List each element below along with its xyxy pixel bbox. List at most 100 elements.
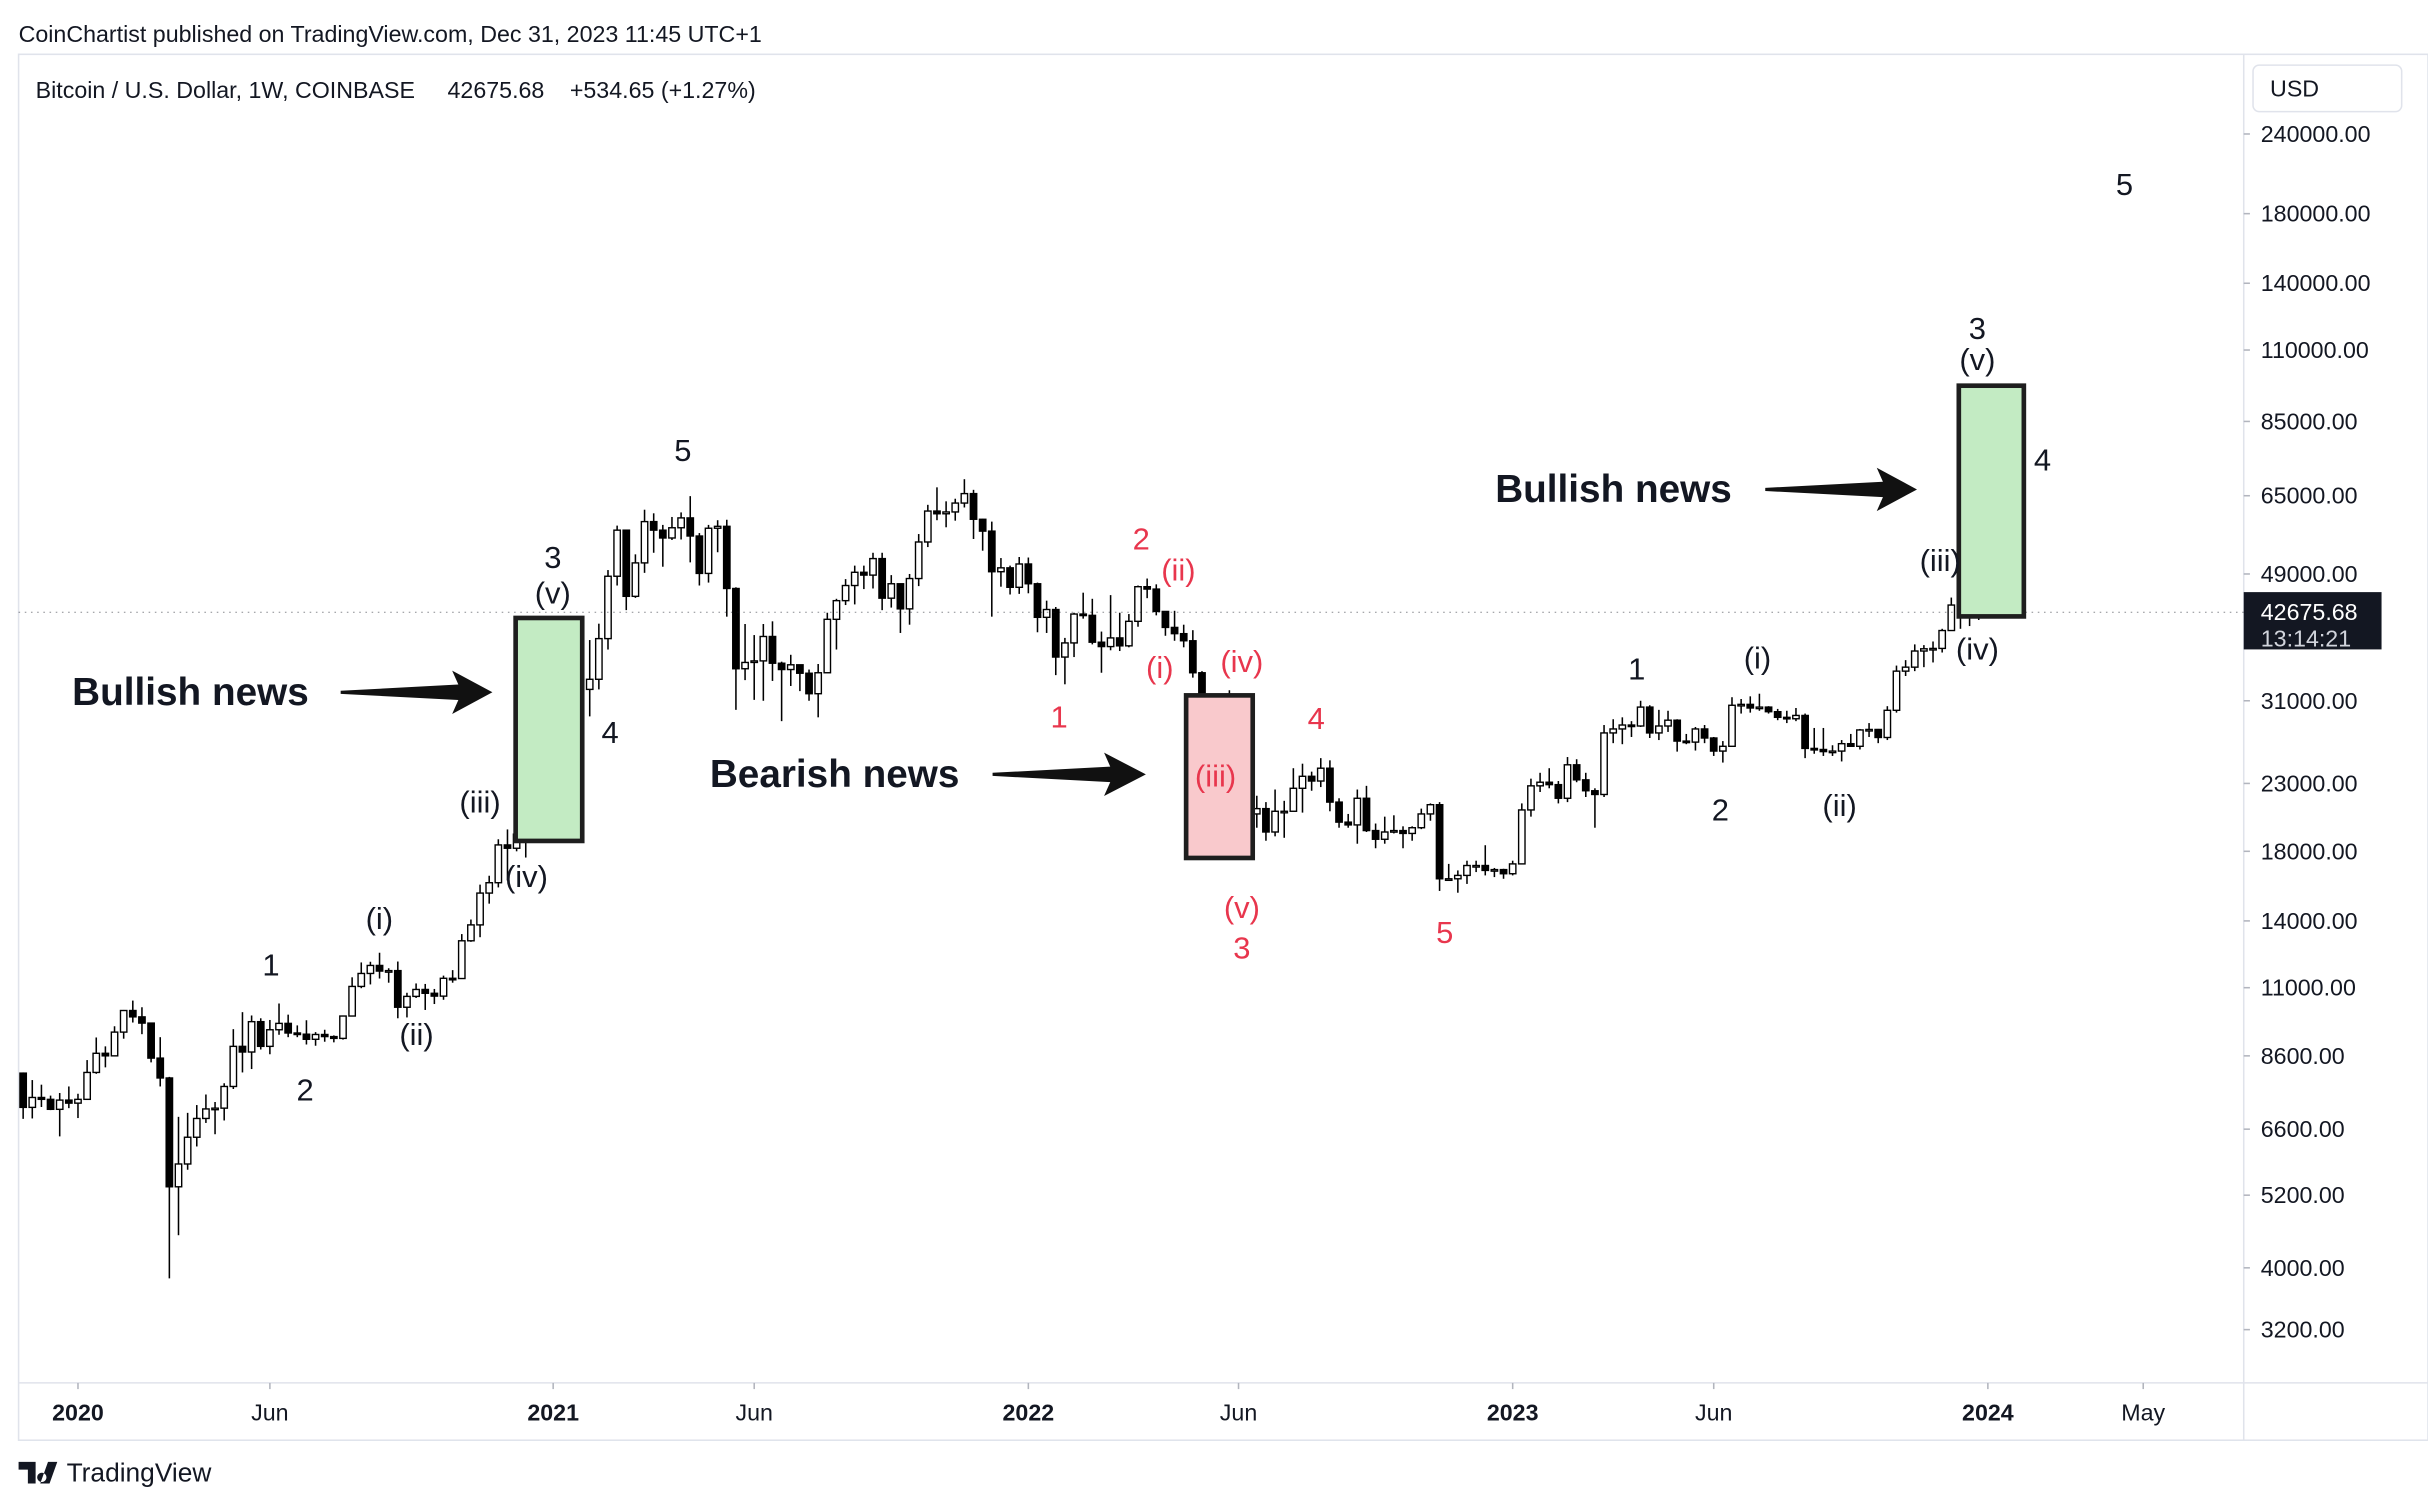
candle-body (1161, 610, 1170, 629)
candle-body (192, 1117, 201, 1138)
candle-body (1051, 608, 1060, 658)
wave-label: (i) (1744, 641, 1772, 676)
candle-body (1892, 670, 1901, 712)
wave-label: (iii) (459, 785, 500, 820)
candle-body (741, 661, 749, 670)
candle-body (1773, 711, 1782, 719)
candle-body (1006, 567, 1014, 588)
currency[interactable]: USD (2270, 75, 2319, 101)
candle-body (1472, 864, 1481, 868)
candle-body (366, 964, 375, 975)
candle-body (1444, 878, 1453, 882)
brand[interactable]: TradingView (67, 1458, 213, 1488)
logo-mark[interactable] (18, 1461, 58, 1484)
y-tick-label: 3200.00 (2261, 1317, 2345, 1343)
candle-body (393, 969, 402, 1008)
y-tick-label: 5200.00 (2261, 1182, 2345, 1208)
candle-body (110, 1031, 119, 1057)
candle-body (1591, 790, 1599, 796)
candle-body (1782, 716, 1791, 720)
candle-body (713, 525, 722, 529)
wave-label: 4 (2034, 443, 2051, 478)
candle-body (128, 1009, 137, 1018)
candle-body (64, 1099, 73, 1104)
candle-body (732, 587, 740, 670)
wave-label: 5 (2116, 167, 2133, 202)
candle-body (1070, 613, 1078, 644)
candle-body (1170, 626, 1179, 635)
candle-body (1645, 706, 1654, 734)
symbol-title: Bitcoin / U.S. Dollar, 1W, COINBASE (36, 77, 415, 103)
arrow (992, 752, 1146, 797)
candle-body (1508, 863, 1517, 875)
candle-body (1106, 637, 1115, 648)
candle-body (960, 492, 969, 504)
x-tick-label: 2024 (1962, 1399, 2014, 1425)
candle-body (1545, 781, 1554, 786)
candle-body (1435, 803, 1444, 880)
candle-body (1636, 706, 1645, 727)
candle-body (1600, 732, 1608, 796)
candle-body (1079, 613, 1088, 617)
candle-body (384, 969, 393, 973)
candle-body (923, 510, 932, 543)
candle-body (1353, 797, 1362, 826)
candle-body (1883, 709, 1892, 739)
candle-body (869, 557, 877, 576)
price-axis: 240000.00 180000.00 140000.00 110000.00 8500… (2243, 121, 2371, 1343)
candle-body (969, 492, 978, 520)
wave-label: (iii) (1195, 758, 1236, 793)
candle-body (1627, 724, 1636, 728)
wave-label: 5 (1436, 915, 1453, 950)
candle-body (1316, 767, 1325, 782)
candle-body (37, 1096, 46, 1101)
x-tick-label: May (2121, 1399, 2165, 1425)
currency-box[interactable] (2252, 64, 2403, 113)
time-axis: 2020 Jun 2021 Jun 2022 Jun 2023 Jun 2024 May (52, 1382, 2166, 1425)
candle-body (302, 1033, 311, 1040)
candle-body (256, 1020, 265, 1048)
candle-body (1124, 620, 1133, 647)
candle-body (119, 1009, 128, 1033)
y-tick-label: 31000.00 (2261, 688, 2358, 714)
candle-body (348, 985, 357, 1017)
candle-body (238, 1045, 247, 1053)
candle-body (1188, 640, 1197, 674)
candle-body (1801, 714, 1809, 750)
candle-body (1682, 740, 1691, 744)
candle-body (987, 530, 996, 573)
candle-body (1792, 714, 1800, 720)
candle-body (1910, 650, 1919, 668)
candle-body (1417, 813, 1426, 829)
wave-label: 5 (674, 433, 691, 468)
highlight-box (513, 615, 585, 844)
candle-body (320, 1033, 329, 1038)
candle-body (1700, 728, 1709, 739)
candle-body (814, 672, 823, 695)
last-price-header: 42675.68 (448, 77, 545, 103)
candle-body (1380, 831, 1389, 840)
candle-body (494, 844, 503, 884)
candle-body (1874, 728, 1883, 739)
candle-body (805, 672, 813, 695)
candle-body (1709, 737, 1718, 752)
candle-body (467, 924, 475, 942)
candle-body (1499, 868, 1508, 875)
tradingview-logo[interactable]: TradingView (18, 1458, 213, 1488)
candle-body (448, 977, 457, 981)
candle-body (1536, 781, 1544, 787)
y-tick-label: 240000.00 (2261, 121, 2371, 147)
wave-label: 1 (1051, 700, 1068, 735)
chart-frame (17, 53, 2428, 1441)
candle-body (83, 1071, 92, 1101)
candle-body (1654, 725, 1663, 734)
candle-body (1015, 563, 1024, 588)
candle-body (1865, 728, 1873, 732)
wave-label: 2 (1712, 792, 1729, 827)
candle-body (1134, 586, 1142, 623)
candle-body (942, 511, 951, 515)
candle-body (1042, 608, 1051, 619)
y-tick-label: 11000.00 (2261, 975, 2356, 1001)
candle-body (1481, 864, 1490, 872)
candle-body (183, 1136, 192, 1165)
